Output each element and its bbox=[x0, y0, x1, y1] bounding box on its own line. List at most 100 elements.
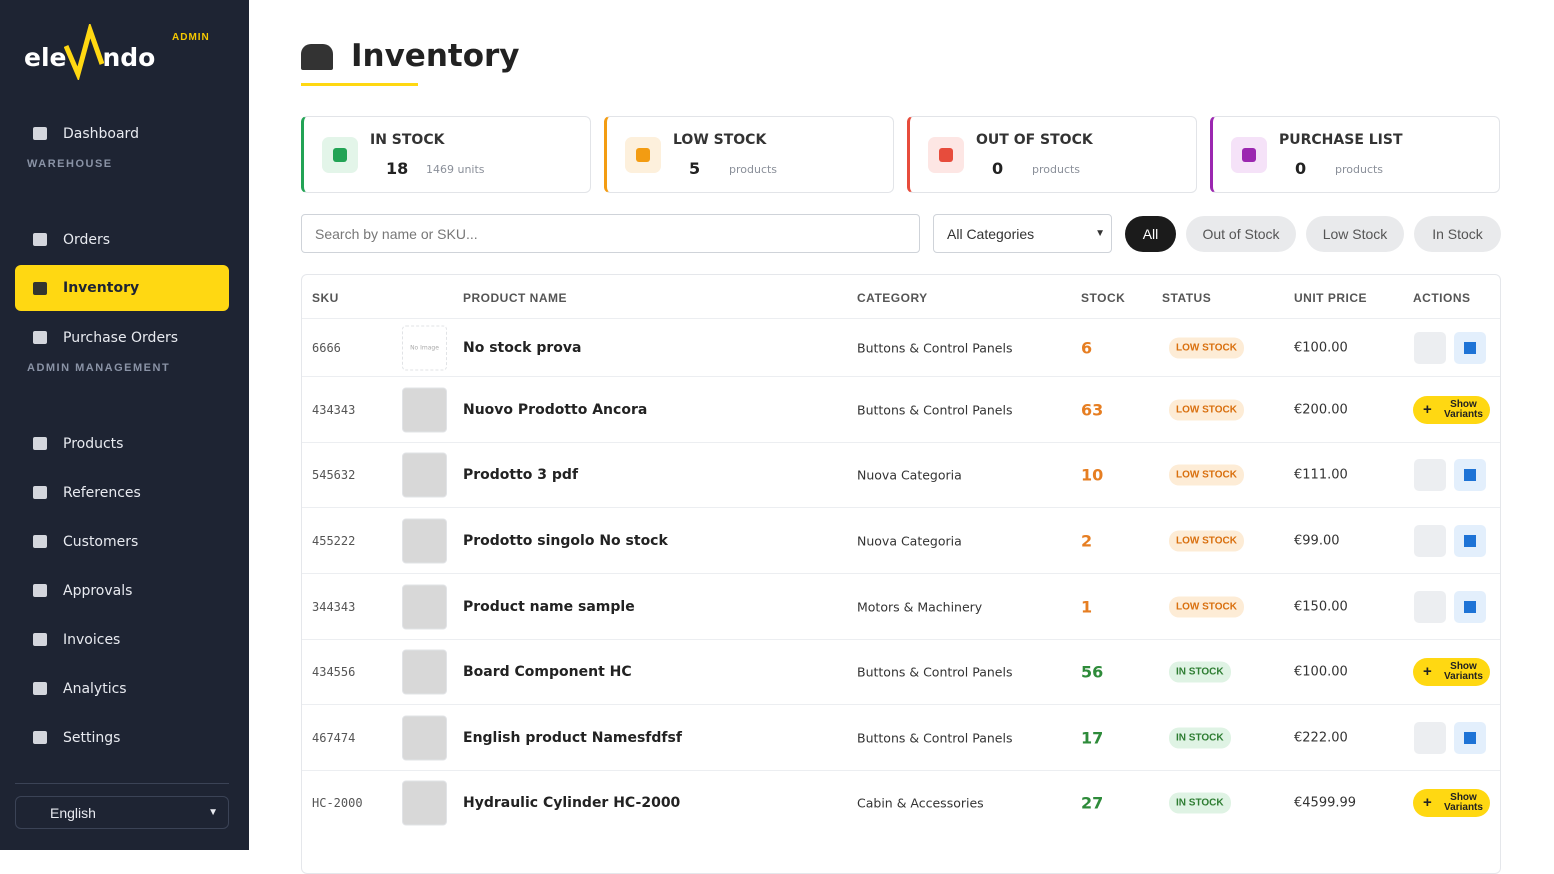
nav-item[interactable]: Orders bbox=[15, 215, 229, 264]
stat-value: 0 bbox=[1295, 159, 1307, 178]
nav-item[interactable]: References bbox=[15, 468, 229, 517]
sku: 545632 bbox=[312, 468, 356, 482]
nav-item[interactable]: Approvals bbox=[15, 566, 229, 615]
stock: 27 bbox=[1081, 793, 1104, 813]
status-badge: IN STOCK bbox=[1169, 792, 1231, 814]
category: Buttons & Control Panels bbox=[857, 402, 1013, 417]
sku: 6666 bbox=[312, 340, 341, 355]
nav-icon bbox=[33, 437, 47, 450]
column-header: PRODUCT NAME bbox=[463, 291, 567, 305]
adjust-button[interactable] bbox=[1414, 459, 1446, 491]
sku: 467474 bbox=[312, 730, 356, 745]
nav-label: Settings bbox=[63, 729, 121, 746]
purchase-button[interactable] bbox=[1454, 721, 1486, 754]
table-row: HC-2000 Hydraulic Cylinder HC-2000 Cabin &… bbox=[302, 770, 1500, 835]
column-header: STOCK bbox=[1081, 291, 1126, 305]
product-name: Prodotto 3 pdf bbox=[463, 467, 579, 483]
product-name: Prodotto singolo No stock bbox=[463, 532, 668, 549]
nav-icon bbox=[33, 281, 47, 295]
column-header: ACTIONS bbox=[1413, 291, 1471, 305]
nav-section: ADMIN MANAGEMENT bbox=[27, 362, 171, 374]
product-name: English product Namesfdfsf bbox=[463, 729, 682, 746]
nav-label: Customers bbox=[63, 533, 139, 550]
nav-label: Inventory bbox=[63, 280, 140, 296]
column-header: CATEGORY bbox=[857, 291, 928, 305]
logo-mark bbox=[64, 24, 105, 80]
show-variants-button[interactable]: Show Variants bbox=[1413, 658, 1490, 686]
price: €100.00 bbox=[1294, 664, 1348, 680]
nav-icon bbox=[33, 633, 47, 646]
stat-icon bbox=[1231, 137, 1267, 173]
show-variants-button[interactable]: Show Variants bbox=[1413, 395, 1490, 424]
nav-label: Invoices bbox=[63, 631, 121, 648]
filter-tab[interactable]: Out of Stock bbox=[1186, 216, 1296, 252]
product-name: Hydraulic Cylinder HC-2000 bbox=[463, 795, 681, 811]
status-badge: LOW STOCK bbox=[1169, 596, 1244, 617]
product-image bbox=[402, 649, 447, 695]
nav-icon bbox=[33, 731, 47, 744]
nav-item[interactable]: Customers bbox=[15, 517, 229, 566]
stat-icon bbox=[625, 137, 661, 173]
stat-card: PURCHASE LIST 0 products bbox=[1210, 116, 1500, 193]
nav-item[interactable]: Products bbox=[15, 419, 229, 468]
sku: HC-2000 bbox=[312, 796, 363, 810]
nav-item[interactable]: Analytics bbox=[15, 664, 229, 713]
nav-icon bbox=[33, 535, 47, 548]
category: Cabin & Accessories bbox=[857, 795, 984, 811]
search-input[interactable]: Search by name or SKU... bbox=[301, 214, 920, 253]
nav-item[interactable]: Purchase Orders bbox=[15, 313, 229, 362]
filter-tab[interactable]: All bbox=[1125, 216, 1176, 252]
chevron: ▼ bbox=[1095, 228, 1105, 239]
nav-icon bbox=[33, 486, 47, 499]
nav-label: Analytics bbox=[63, 680, 127, 697]
category: Nuova Categoria bbox=[857, 533, 962, 548]
nav-item[interactable]: Settings bbox=[15, 713, 229, 762]
stat-value: 5 bbox=[689, 159, 701, 178]
stat-label: LOW STOCK bbox=[673, 132, 767, 148]
adjust-button[interactable] bbox=[1414, 721, 1446, 754]
stat-sub: products bbox=[1335, 163, 1384, 176]
filter-tab[interactable]: In Stock bbox=[1414, 216, 1501, 252]
purchase-button[interactable] bbox=[1454, 459, 1486, 491]
stat-glyph bbox=[939, 148, 953, 162]
product-image bbox=[402, 780, 447, 826]
category: All Categories bbox=[947, 225, 1035, 242]
product-image bbox=[402, 715, 447, 760]
table-row: 467474 English product Namesfdfsf Buttons … bbox=[302, 704, 1500, 770]
stat-card: LOW STOCK 5 products bbox=[604, 116, 894, 193]
product-image bbox=[402, 584, 447, 629]
nav-item[interactable]: Dashboard bbox=[15, 109, 229, 158]
nav: Dashboard WAREHOUSE Orders Inventory Purchas… bbox=[15, 109, 229, 762]
language-select[interactable]: English ▼ bbox=[15, 796, 229, 829]
purchase-button[interactable] bbox=[1454, 590, 1486, 623]
product-name: Nuovo Prodotto Ancora bbox=[463, 401, 648, 418]
nav-label: Dashboard bbox=[63, 125, 139, 142]
nav-item[interactable]: Inventory bbox=[15, 265, 229, 311]
stat-icon bbox=[928, 137, 964, 173]
filter-tab[interactable]: Low Stock bbox=[1306, 216, 1404, 252]
nav-item[interactable]: Invoices bbox=[15, 615, 229, 664]
product-name: Product name sample bbox=[463, 598, 635, 615]
adjust-button[interactable] bbox=[1414, 331, 1446, 364]
nav-section: WAREHOUSE bbox=[27, 158, 113, 170]
stat-value: 18 bbox=[386, 159, 409, 178]
stat-card: IN STOCK 18 1469 units bbox=[301, 116, 591, 193]
stat-glyph bbox=[1242, 148, 1256, 162]
status-badge: LOW STOCK bbox=[1169, 464, 1244, 486]
category-select[interactable]: All Categories ▼ bbox=[933, 214, 1112, 253]
nav-icon bbox=[33, 584, 47, 597]
stock: 56 bbox=[1081, 662, 1104, 682]
category: Motors & Machinery bbox=[857, 599, 983, 614]
adjust-button[interactable] bbox=[1414, 590, 1446, 623]
category: Buttons & Control Panels bbox=[857, 664, 1013, 680]
adjust-button[interactable] bbox=[1414, 524, 1446, 557]
stat-glyph bbox=[333, 148, 347, 162]
logo[interactable]: ele ndo bbox=[24, 24, 155, 80]
status-badge: IN STOCK bbox=[1169, 661, 1231, 683]
sidebar: ele ndo ADMIN Dashboard WAREHOUSE Orders In… bbox=[0, 0, 249, 850]
purchase-button[interactable] bbox=[1454, 524, 1486, 557]
purchase-button[interactable] bbox=[1454, 331, 1486, 364]
show-variants-button[interactable]: Show Variants bbox=[1413, 789, 1490, 817]
sku: 434343 bbox=[312, 402, 356, 417]
nav-icon bbox=[33, 331, 47, 344]
